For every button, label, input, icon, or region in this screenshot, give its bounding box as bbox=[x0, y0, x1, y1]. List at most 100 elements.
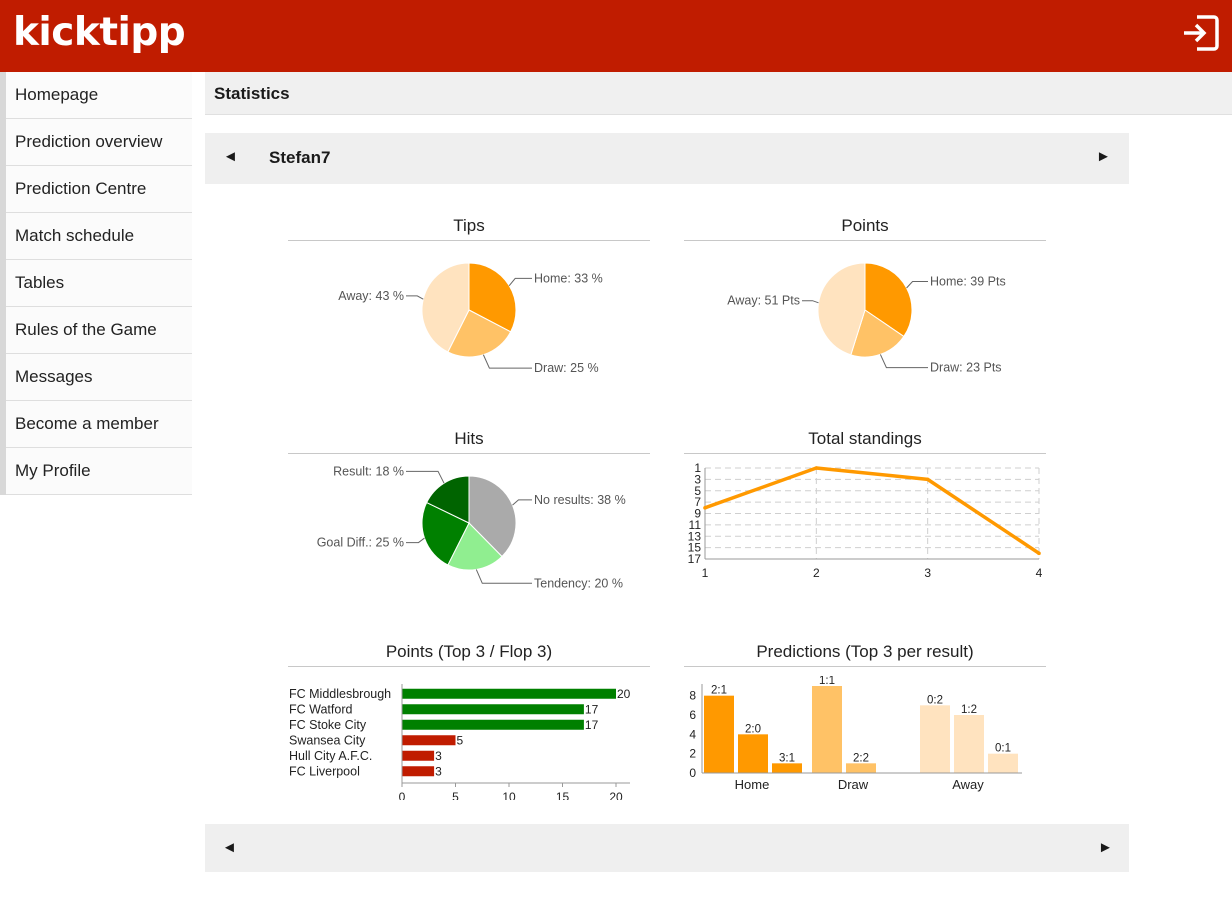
pie-slice-result bbox=[426, 475, 470, 524]
value-label: 3 bbox=[435, 764, 442, 778]
user-switcher: ◄ Stefan7 ► bbox=[205, 133, 1129, 184]
bar-value-label: 1:1 bbox=[819, 676, 835, 687]
sidebar-item-homepage[interactable]: Homepage bbox=[6, 72, 192, 119]
x-tick-label: 2 bbox=[813, 566, 820, 580]
chart-title-top-flop: Points (Top 3 / Flop 3) bbox=[385, 642, 553, 661]
category-label: FC Watford bbox=[289, 702, 352, 716]
pie-label-no-results: No results: 38 % bbox=[534, 493, 626, 507]
divider bbox=[684, 453, 1046, 454]
divider bbox=[288, 666, 650, 667]
y-tick-label: 0 bbox=[689, 766, 696, 780]
x-tick-label: 3 bbox=[924, 566, 931, 580]
standings-point bbox=[1037, 551, 1041, 556]
bar-value-label: 2:1 bbox=[711, 685, 727, 697]
sidebar-nav: Homepage Prediction overview Prediction … bbox=[0, 72, 192, 495]
bar-fc-watford bbox=[402, 704, 584, 715]
bar-home-2-0 bbox=[738, 734, 768, 773]
sidebar-item-my-profile[interactable]: My Profile bbox=[6, 448, 192, 495]
category-label: FC Liverpool bbox=[289, 764, 360, 778]
value-label: 20 bbox=[617, 687, 631, 701]
x-tick-label: 4 bbox=[1036, 566, 1043, 580]
group-label-draw: Draw bbox=[838, 777, 869, 792]
divider bbox=[288, 240, 650, 241]
pie-leader-line bbox=[508, 277, 532, 286]
y-tick-label: 8 bbox=[689, 689, 696, 703]
pie-slice-away bbox=[421, 262, 470, 353]
chart-title-tips: Tips bbox=[453, 216, 485, 235]
bar-draw-1-1 bbox=[812, 686, 842, 773]
y-tick-label: 6 bbox=[689, 708, 696, 722]
bar-value-label: 1:2 bbox=[961, 704, 977, 716]
standings-point bbox=[814, 466, 819, 470]
chart-title-total-standings: Total standings bbox=[808, 429, 922, 448]
y-tick-label: 17 bbox=[688, 552, 702, 566]
group-label-home: Home bbox=[735, 777, 770, 792]
chart-title-predictions: Predictions (Top 3 per result) bbox=[756, 642, 974, 661]
value-label: 17 bbox=[585, 702, 599, 716]
group-label-away: Away bbox=[952, 777, 984, 792]
bar-value-label: 2:0 bbox=[745, 723, 761, 735]
user-name: Stefan7 bbox=[269, 148, 331, 167]
predictions-bar-chart: 0 2 4 6 8 2:1 2:0 3:1 Home 1:1 2:2 Draw 0:2 1:2 0:1 Awa… bbox=[689, 676, 1022, 792]
top-bar: kicktipp bbox=[0, 0, 1232, 72]
bar-hull-city-a-f-c bbox=[402, 750, 435, 761]
sidebar-item-match-schedule[interactable]: Match schedule bbox=[6, 213, 192, 260]
bar-away-0-1 bbox=[988, 753, 1018, 773]
sidebar-item-prediction-overview[interactable]: Prediction overview bbox=[6, 119, 192, 166]
hits-pie-chart: No results: 38 % Tendency: 20 % Goal Diff.… bbox=[317, 464, 626, 590]
divider bbox=[288, 453, 650, 454]
next-page-button[interactable]: ► bbox=[1098, 839, 1113, 856]
bar-value-label: 0:1 bbox=[995, 743, 1011, 755]
category-label: Swansea City bbox=[289, 733, 366, 747]
pie-label-result: Result: 18 % bbox=[333, 464, 404, 478]
pie-slice-home bbox=[468, 262, 517, 333]
points-pie-chart: Home: 39 Pts Draw: 23 Pts Away: 51 Pts bbox=[727, 262, 1006, 375]
y-tick-label: 1 bbox=[694, 461, 701, 475]
bar-home-3-1 bbox=[772, 763, 802, 773]
divider bbox=[684, 240, 1046, 241]
sidebar-item-tables[interactable]: Tables bbox=[6, 260, 192, 307]
y-tick-label: 3 bbox=[694, 472, 701, 486]
x-tick-label: 0 bbox=[399, 790, 406, 800]
y-tick-label: 11 bbox=[689, 518, 702, 532]
y-tick-label: 13 bbox=[688, 529, 702, 543]
tips-pie-chart: Home: 33 % Draw: 25 % Away: 43 % bbox=[338, 262, 603, 375]
prev-page-button[interactable]: ◄ bbox=[222, 839, 237, 856]
pie-label-goal-diff: Goal Diff.: 25 % bbox=[317, 536, 404, 550]
bar-value-label: 0:2 bbox=[927, 694, 943, 706]
y-tick-label: 9 bbox=[694, 507, 701, 521]
app-logo[interactable]: kicktipp bbox=[13, 10, 186, 55]
logout-icon[interactable] bbox=[1180, 13, 1220, 53]
sidebar-item-rules[interactable]: Rules of the Game bbox=[6, 307, 192, 354]
value-label: 5 bbox=[457, 733, 464, 747]
pie-label-draw: Draw: 25 % bbox=[534, 361, 599, 375]
standings-point bbox=[703, 506, 707, 510]
bar-fc-liverpool bbox=[402, 766, 435, 777]
category-label: FC Stoke City bbox=[289, 718, 367, 732]
x-tick-label: 5 bbox=[452, 790, 459, 800]
x-tick-label: 20 bbox=[609, 790, 623, 800]
divider bbox=[684, 666, 1046, 667]
chart-title-points: Points bbox=[841, 216, 889, 235]
chart-title-hits: Hits bbox=[454, 429, 484, 448]
x-tick-label: 15 bbox=[556, 790, 570, 800]
bar-value-label: 3:1 bbox=[779, 752, 795, 764]
pie-leader-line bbox=[482, 354, 532, 369]
sidebar-item-messages[interactable]: Messages bbox=[6, 354, 192, 401]
prev-user-button[interactable]: ◄ bbox=[223, 148, 238, 165]
pie-leader-line bbox=[475, 569, 532, 584]
y-tick-label: 5 bbox=[694, 484, 701, 498]
bar-value-label: 2:2 bbox=[853, 752, 869, 764]
y-tick-label: 2 bbox=[689, 747, 696, 761]
next-user-button[interactable]: ► bbox=[1096, 148, 1111, 165]
pie-leader-line bbox=[906, 280, 928, 289]
pie-slice-goal-diff bbox=[421, 501, 470, 566]
y-tick-label: 7 bbox=[694, 495, 701, 509]
pie-leader-line bbox=[512, 499, 532, 506]
pie-slice-draw bbox=[850, 309, 905, 358]
sidebar-item-prediction-centre[interactable]: Prediction Centre bbox=[6, 166, 192, 213]
standings-series-line bbox=[704, 466, 1040, 555]
sidebar-item-become-member[interactable]: Become a member bbox=[6, 401, 192, 448]
bar-draw-2-2 bbox=[846, 763, 876, 773]
bottom-pager: ◄ ► bbox=[205, 824, 1129, 872]
